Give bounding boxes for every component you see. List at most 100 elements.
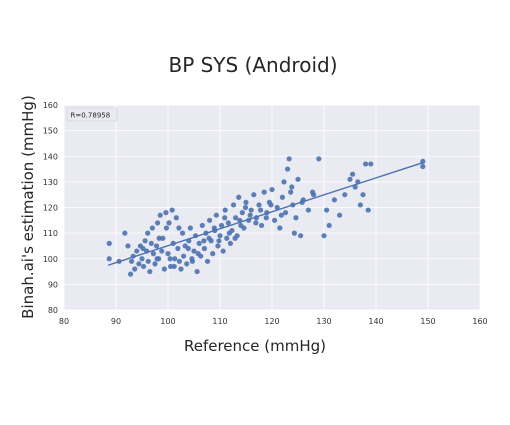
data-point [232,235,238,241]
data-point [331,197,337,203]
regression-line [107,161,424,266]
data-point [222,207,228,213]
data-point [251,192,257,198]
data-point [218,222,225,229]
data-point [155,220,161,226]
data-point [160,235,166,241]
data-point [222,215,228,221]
data-point [360,192,366,198]
data-point [239,210,245,216]
grid-lines [63,104,481,311]
data-point [213,212,219,218]
data-point [420,163,426,170]
x-tick-label: 120 [264,317,279,326]
data-point [145,230,151,236]
data-point [321,233,327,239]
data-point [132,266,138,272]
data-point [281,179,287,185]
data-point [178,266,184,272]
data-point [125,243,131,249]
data-point [150,251,157,257]
data-point [184,261,190,267]
data-point [181,253,187,259]
data-point [272,217,278,223]
data-point [263,215,269,221]
data-points [106,156,426,277]
data-point [172,256,178,262]
data-point [206,235,212,241]
data-point [278,212,284,218]
data-point [233,215,239,221]
data-point [156,235,162,241]
data-point [253,220,259,226]
data-point [291,230,297,236]
data-point [153,243,160,249]
data-point [106,256,112,262]
data-point [176,225,182,231]
data-point [285,166,291,172]
data-point [368,161,374,167]
data-point [195,251,201,257]
data-point [357,202,363,208]
y-tick-label: 150 [43,127,58,136]
data-point [227,240,233,246]
data-point [171,263,177,270]
x-tick-label: 110 [212,317,227,326]
data-point [165,251,171,257]
data-point [166,220,172,226]
data-point [169,207,175,213]
data-point [269,186,275,193]
y-tick-label: 130 [43,178,58,187]
data-point [248,207,254,213]
r-value-annotation: R=0.78958 [71,112,111,120]
data-point [257,207,264,213]
data-point [152,261,158,267]
data-point [106,240,112,246]
data-point [295,176,301,182]
data-point [230,202,237,208]
data-point [324,207,330,213]
data-point [305,207,311,213]
data-point [163,225,170,231]
data-point [350,171,356,177]
data-point [242,204,249,211]
y-tick-label: 160 [43,101,58,110]
data-point [189,258,196,264]
data-point [140,263,147,270]
data-point [347,176,353,182]
data-point [136,261,142,267]
data-point [365,207,371,213]
data-point [140,245,146,252]
data-point [168,263,174,270]
x-tick-labels: 80 90 100 110 120 130 140 150 160 [59,317,488,326]
data-point [127,271,134,277]
data-point [154,256,160,262]
data-point [274,204,280,211]
data-point [139,256,145,262]
y-tick-label: 140 [43,152,58,161]
data-point [122,230,128,236]
data-point [194,268,200,275]
data-point [191,248,197,254]
y-tick-label: 80 [48,306,58,315]
x-tick-label: 140 [368,317,383,326]
data-point [207,217,213,223]
data-point [316,156,322,162]
annotation-box [66,107,118,122]
chart-title: BP SYS (Android) [168,53,337,77]
data-point [201,245,207,252]
data-point [145,258,151,264]
data-point [148,240,154,246]
data-point [217,233,223,239]
data-point [179,230,186,236]
data-point [224,235,230,241]
data-point [187,225,193,231]
data-point [215,243,221,249]
data-point [176,258,183,264]
data-point [226,230,232,236]
data-point [204,258,211,264]
data-point [175,245,181,252]
data-point [159,248,165,254]
x-tick-label: 130 [316,317,331,326]
